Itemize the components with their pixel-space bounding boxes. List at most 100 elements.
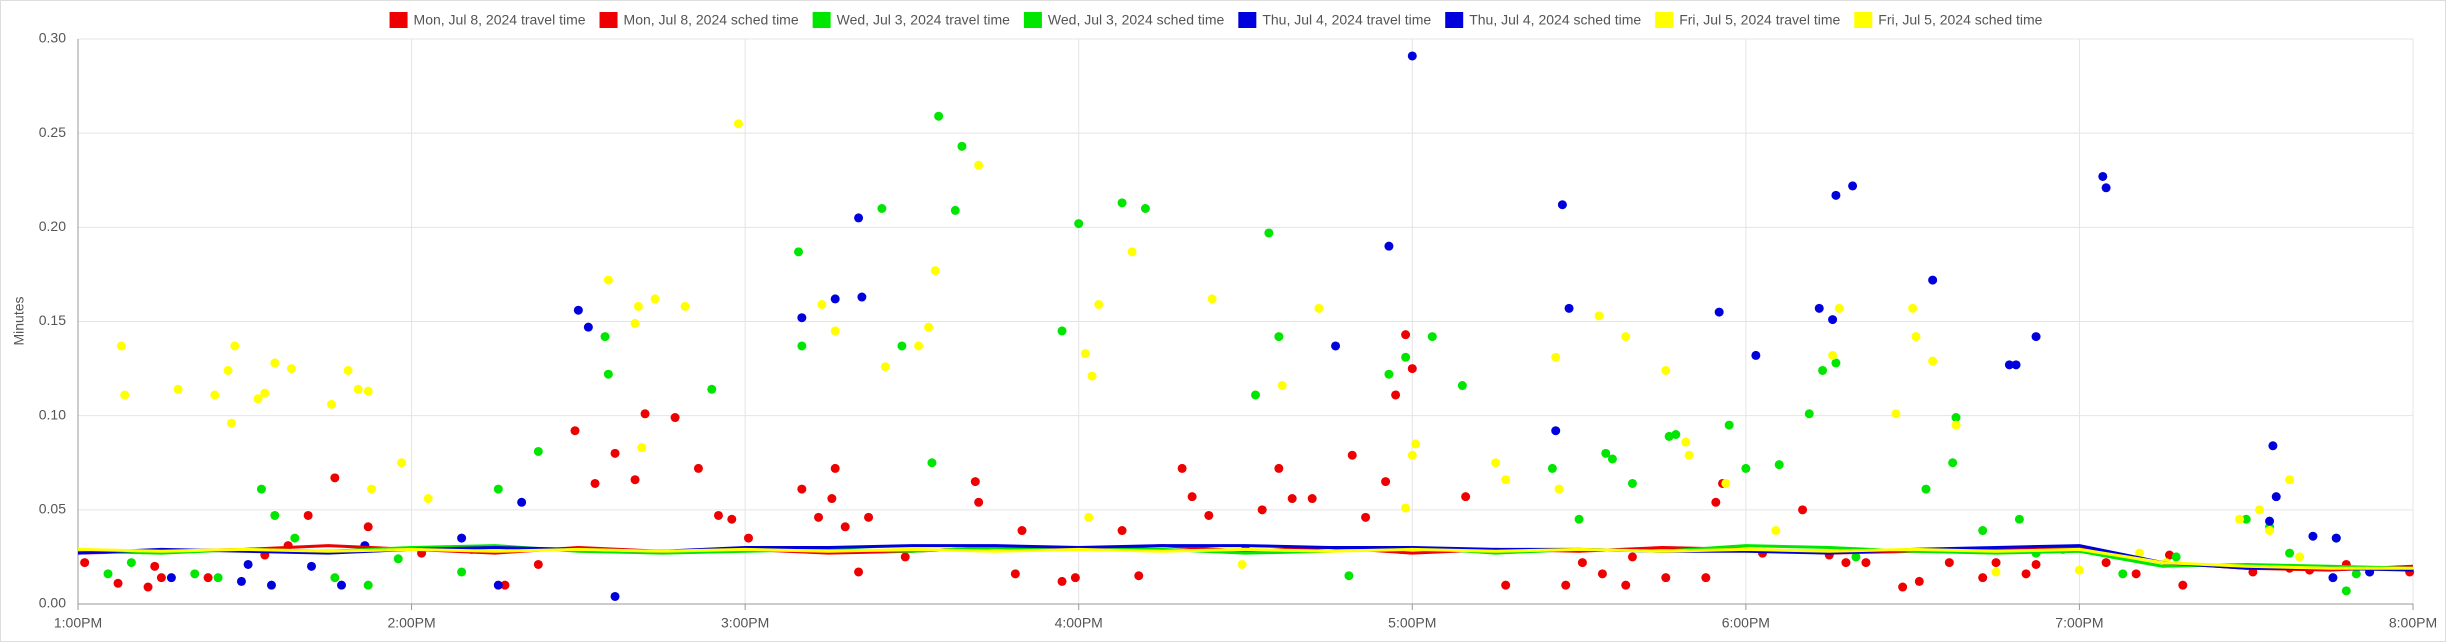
data-point	[640, 409, 650, 419]
data-point	[603, 275, 613, 285]
data-point	[1601, 448, 1611, 458]
data-point	[974, 497, 984, 507]
data-point	[1401, 352, 1411, 362]
x-tick-label: 1:00PM	[54, 615, 102, 631]
legend-label: Mon, Jul 8, 2024 sched time	[624, 12, 799, 28]
data-point	[2118, 569, 2128, 579]
data-point	[1140, 204, 1150, 213]
data-point	[1501, 475, 1511, 485]
data-point	[286, 364, 296, 374]
data-point	[583, 322, 593, 332]
data-point	[1828, 350, 1838, 360]
data-point	[1627, 552, 1637, 562]
data-point	[1891, 409, 1901, 419]
data-point	[210, 390, 220, 400]
data-point	[2178, 580, 2188, 590]
data-point	[2021, 569, 2031, 579]
data-point	[256, 484, 266, 494]
legend-label: Wed, Jul 3, 2024 travel time	[837, 12, 1010, 28]
data-point	[330, 473, 340, 483]
data-point	[1017, 526, 1027, 536]
data-point	[2101, 558, 2111, 568]
data-point	[1607, 454, 1617, 464]
data-point	[1287, 494, 1297, 504]
data-point	[633, 301, 643, 311]
data-point	[1928, 275, 1938, 285]
data-point	[493, 484, 503, 494]
legend-swatch	[599, 12, 618, 28]
data-point	[1427, 332, 1437, 342]
data-point	[1991, 567, 2001, 577]
data-point	[840, 522, 850, 532]
data-point	[1187, 492, 1197, 502]
data-point	[500, 580, 510, 590]
data-point	[857, 292, 867, 302]
data-point	[1344, 571, 1354, 581]
data-point	[2265, 526, 2275, 536]
data-point	[1207, 294, 1217, 304]
data-point	[1010, 569, 1020, 579]
data-point	[1834, 303, 1844, 313]
data-point	[330, 573, 340, 583]
data-point	[1851, 552, 1861, 562]
y-tick-label: 0.15	[39, 312, 66, 328]
data-point	[733, 119, 743, 129]
data-point	[2351, 569, 2361, 579]
data-point	[1461, 492, 1471, 502]
data-point	[630, 475, 640, 485]
data-point	[1127, 247, 1137, 257]
data-point	[1564, 303, 1574, 313]
data-point	[1597, 569, 1607, 579]
data-point	[266, 580, 276, 590]
data-point	[797, 313, 807, 323]
data-point	[1701, 573, 1711, 583]
data-point	[814, 512, 824, 522]
data-point	[1751, 350, 1761, 360]
data-point	[950, 205, 960, 215]
data-point	[1928, 356, 1938, 366]
data-point	[1978, 573, 1988, 583]
data-point	[2031, 332, 2041, 342]
data-point	[1084, 512, 1094, 522]
data-point	[1407, 364, 1417, 374]
data-point	[203, 573, 213, 583]
data-point	[957, 141, 967, 151]
data-point	[327, 399, 337, 409]
data-point	[1070, 573, 1080, 583]
data-point	[1501, 580, 1511, 590]
data-point	[166, 573, 176, 583]
data-point	[2098, 171, 2108, 181]
data-point	[2285, 548, 2295, 558]
legend-swatch	[389, 12, 408, 28]
data-point	[1551, 352, 1561, 362]
y-tick-label: 0.05	[39, 501, 66, 517]
data-point	[1828, 315, 1838, 325]
data-point	[1991, 558, 2001, 568]
data-point	[423, 494, 433, 504]
data-point	[116, 341, 126, 351]
data-point	[1574, 514, 1584, 524]
x-tick-label: 8:00PM	[2389, 615, 2437, 631]
data-point	[610, 591, 620, 601]
data-point	[1621, 580, 1631, 590]
data-point	[126, 558, 136, 568]
data-point	[270, 358, 280, 368]
data-point	[1117, 526, 1127, 536]
data-point	[307, 561, 316, 571]
data-point	[353, 384, 363, 394]
data-point	[253, 394, 263, 404]
legend-swatch	[1854, 12, 1873, 28]
x-tick-label: 5:00PM	[1388, 615, 1436, 631]
y-tick-label: 0.10	[39, 406, 66, 422]
y-tick-label: 0.25	[39, 124, 66, 140]
data-point	[337, 580, 347, 590]
data-point	[270, 510, 280, 520]
data-point	[343, 365, 353, 375]
data-point	[1274, 332, 1284, 342]
data-point	[830, 463, 840, 473]
data-point	[1491, 458, 1501, 468]
data-point	[900, 552, 910, 562]
data-point	[2131, 569, 2141, 579]
